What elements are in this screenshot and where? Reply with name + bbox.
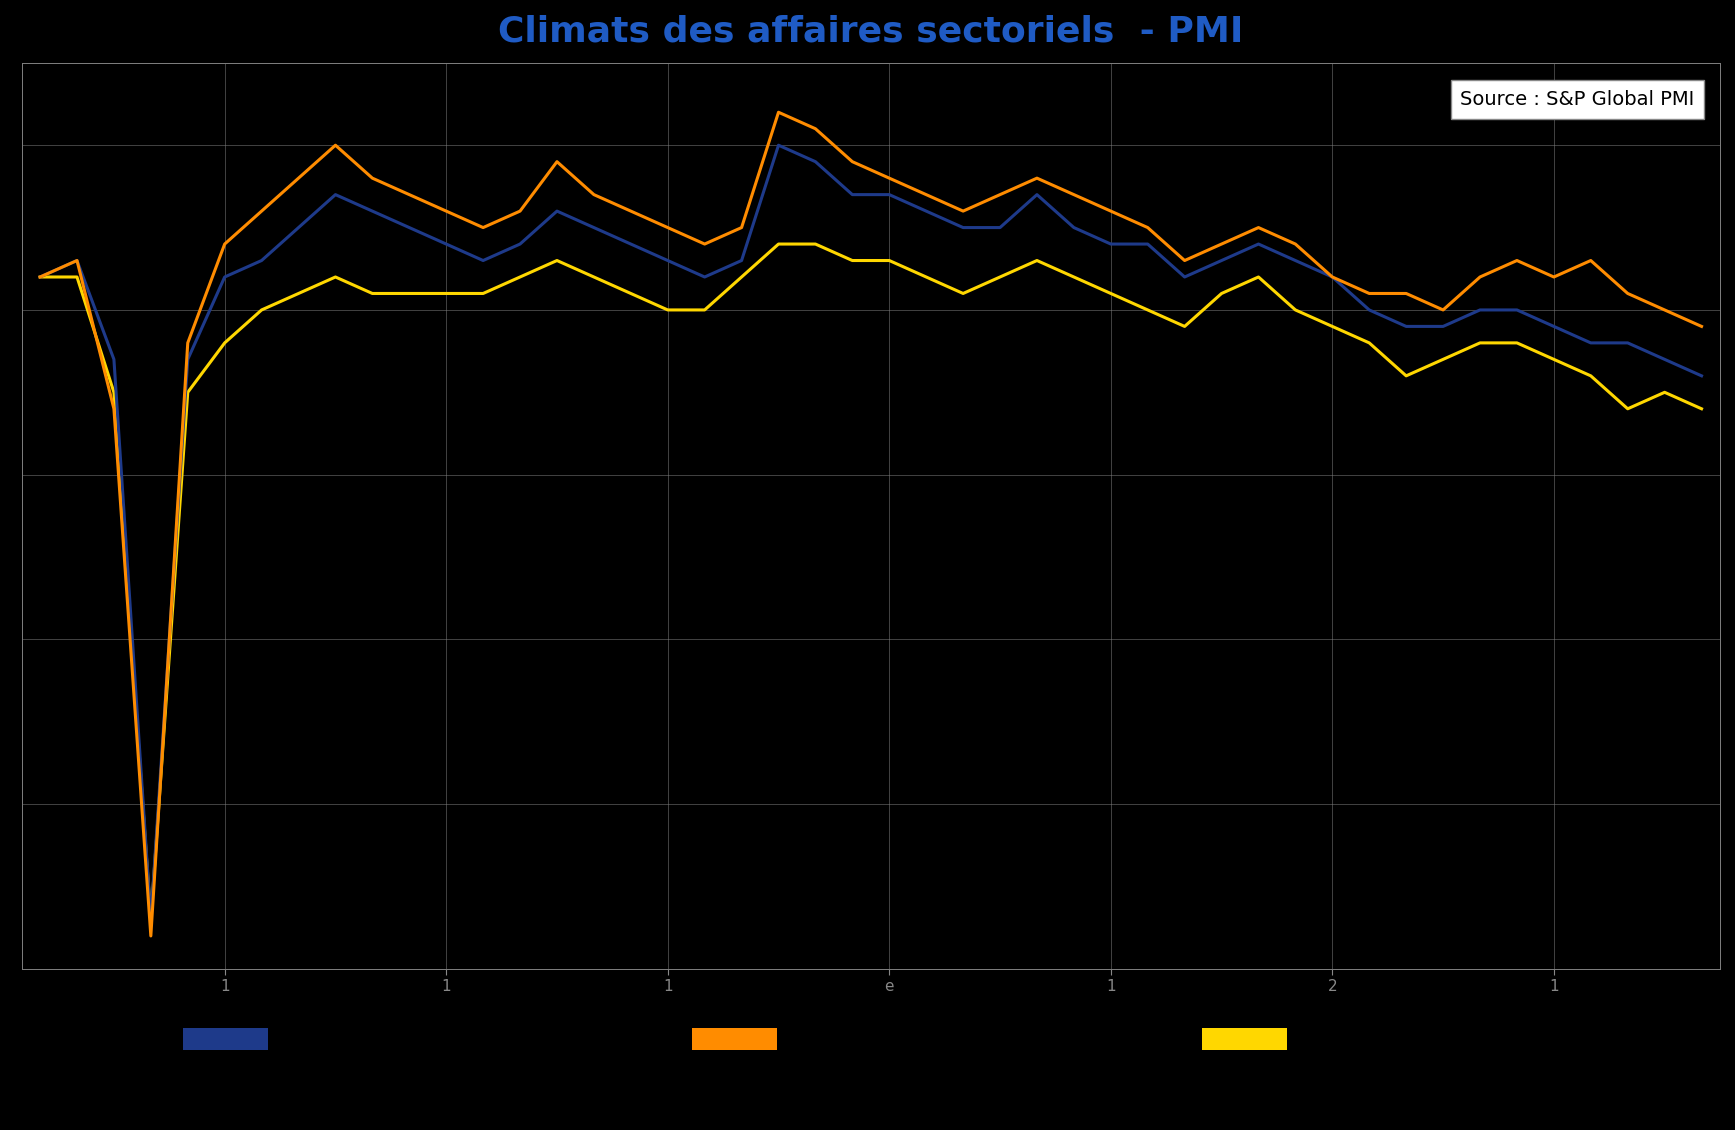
Text: Source : S&P Global PMI: Source : S&P Global PMI — [1461, 90, 1695, 108]
FancyBboxPatch shape — [182, 1028, 267, 1051]
FancyBboxPatch shape — [692, 1028, 777, 1051]
Title: Climats des affaires sectoriels  - PMI: Climats des affaires sectoriels - PMI — [498, 15, 1244, 49]
FancyBboxPatch shape — [1202, 1028, 1287, 1051]
